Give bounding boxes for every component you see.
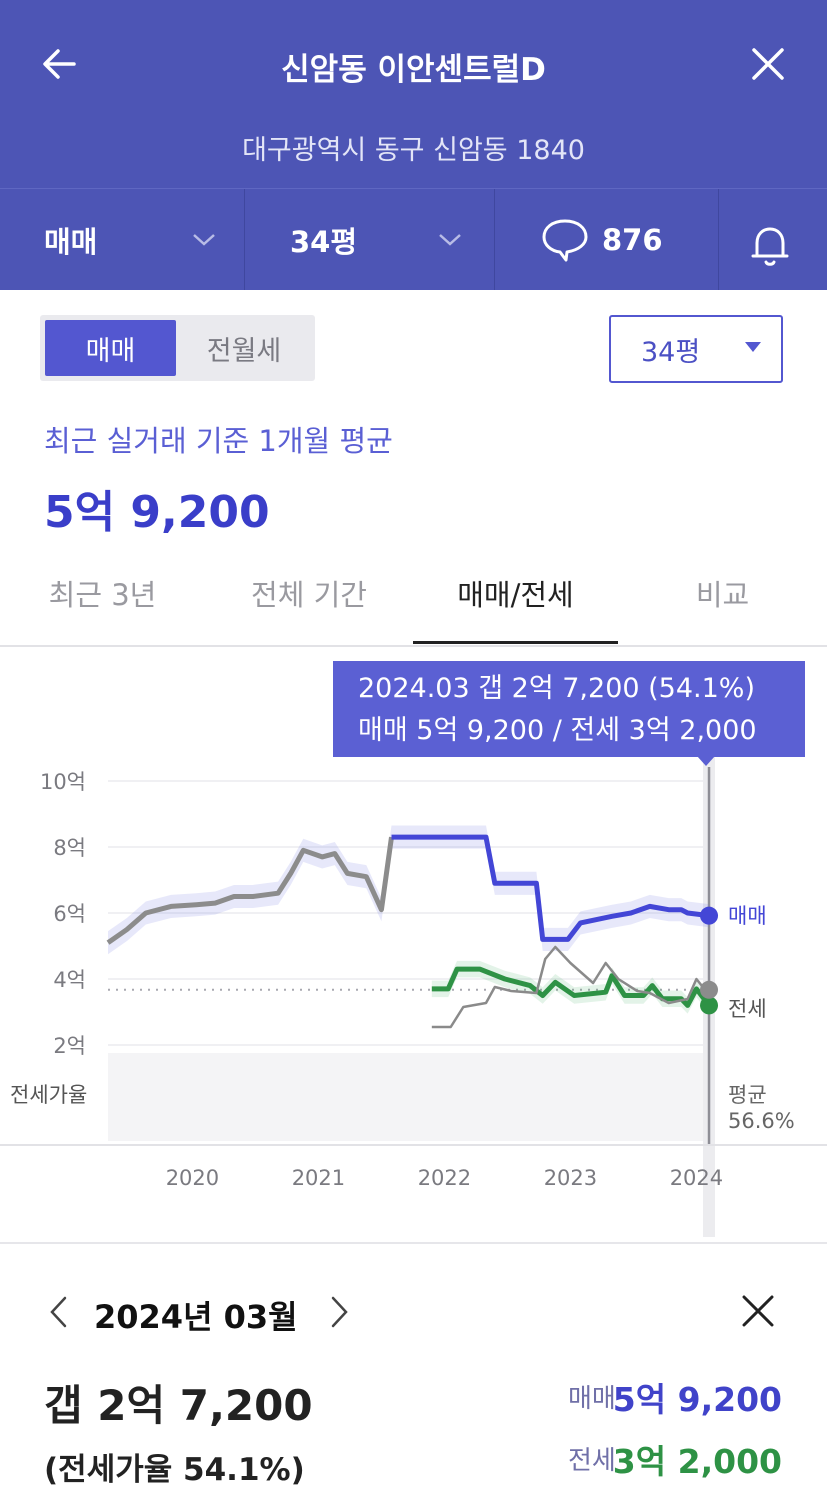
y-tick-label: 10억 — [40, 770, 86, 794]
size-select-value: 34평 — [641, 336, 701, 368]
tooltip-line-1: 2024.03 갭 2억 7,200 (54.1%) — [358, 673, 755, 704]
address: 대구광역시 동구 신암동 1840 — [242, 135, 585, 166]
divider — [0, 1242, 827, 1244]
segment-sale[interactable]: 매매 — [45, 320, 176, 376]
jeonse-ratio-line — [431, 945, 710, 1029]
ratio-avg-value: 56.6% — [728, 1109, 795, 1133]
recent-average-value: 5억 9,200 — [44, 487, 270, 538]
jeonse-end-label: 전세 — [728, 997, 767, 1021]
x-tick-label: 2022 — [418, 1166, 471, 1190]
tooltip-pointer — [697, 756, 715, 766]
y-tick-label: 8억 — [53, 836, 86, 860]
sale-label: 매매 — [568, 1384, 616, 1414]
x-tick-label: 2023 — [544, 1166, 597, 1190]
chevron-down-icon — [193, 234, 215, 246]
divider — [494, 189, 495, 290]
ratio-avg-label: 평균 — [728, 1083, 767, 1107]
jeonse-line — [431, 966, 712, 1008]
size-dropdown[interactable]: 34평 — [290, 189, 490, 290]
jeonse-end-dot — [700, 996, 719, 1015]
size-label: 34평 — [290, 224, 358, 259]
y-tick-label: 6억 — [53, 902, 86, 926]
trade-type-dropdown[interactable]: 매매 — [44, 189, 244, 290]
jeonse-value: 3억 2,000 — [612, 1442, 782, 1481]
x-tick-label: 2020 — [166, 1166, 219, 1190]
x-tick-label: 2021 — [292, 1166, 345, 1190]
close-icon[interactable] — [740, 1293, 776, 1329]
header: 신암동 이안센트럴D 대구광역시 동구 신암동 1840 매매 34평 876 — [0, 0, 827, 290]
tab-compare[interactable]: 비교 — [695, 578, 750, 612]
sale-range-band — [108, 825, 710, 955]
x-tick-label: 2024 — [670, 1166, 723, 1190]
sale-line — [391, 834, 710, 942]
ratio-end-dot — [700, 980, 719, 999]
back-arrow-icon[interactable] — [38, 42, 82, 86]
caret-down-icon — [745, 342, 761, 352]
active-tab-indicator — [413, 641, 618, 644]
chart-tooltip: 2024.03 갭 2억 7,200 (54.1%) 매매 5억 9,200 /… — [333, 661, 805, 757]
divider — [718, 189, 719, 290]
recent-average-label: 최근 실거래 기준 1개월 평균 — [44, 424, 393, 458]
chevron-left-icon[interactable] — [44, 1294, 74, 1330]
sale-line-history — [106, 836, 394, 945]
divider — [0, 645, 827, 647]
ratio-band-bg — [108, 1053, 705, 1141]
speech-bubble-icon — [542, 219, 588, 261]
tab-all-period[interactable]: 전체 기간 — [251, 578, 367, 612]
close-icon[interactable] — [746, 42, 790, 86]
chevron-right-icon[interactable] — [324, 1294, 354, 1330]
sale-end-label: 매매 — [728, 904, 767, 928]
jeonse-range-band — [431, 960, 710, 1014]
bell-icon[interactable] — [748, 222, 792, 268]
selected-month: 2024년 03월 — [94, 1298, 298, 1336]
sale-end-dot — [700, 906, 719, 925]
y-tick-label: 4억 — [53, 968, 86, 992]
ratio-axis-label: 전세가율 — [10, 1083, 87, 1107]
tooltip-line-2: 매매 5억 9,200 / 전세 3억 2,000 — [358, 715, 757, 746]
trade-type-label: 매매 — [44, 224, 98, 259]
y-tick-label: 2억 — [53, 1034, 86, 1058]
size-select[interactable]: 34평 — [609, 315, 783, 383]
sale-value: 5억 9,200 — [612, 1380, 782, 1419]
tab-sale-jeonse[interactable]: 매매/전세 — [457, 578, 574, 612]
comment-count: 876 — [602, 222, 663, 257]
comments-button[interactable]: 876 — [540, 189, 710, 290]
tab-recent-3y[interactable]: 최근 3년 — [48, 578, 157, 612]
jeonse-label: 전세 — [568, 1446, 616, 1476]
jeonse-ratio: (전세가율 54.1%) — [44, 1452, 305, 1488]
divider — [0, 188, 827, 189]
page-title: 신암동 이안센트럴D — [281, 52, 546, 88]
segment-rent[interactable]: 전월세 — [206, 335, 282, 367]
trade-segmented-control: 매매 전월세 — [40, 315, 315, 381]
gap-amount: 갭 2억 7,200 — [44, 1381, 313, 1430]
chevron-down-icon — [439, 234, 461, 246]
divider — [244, 189, 245, 290]
